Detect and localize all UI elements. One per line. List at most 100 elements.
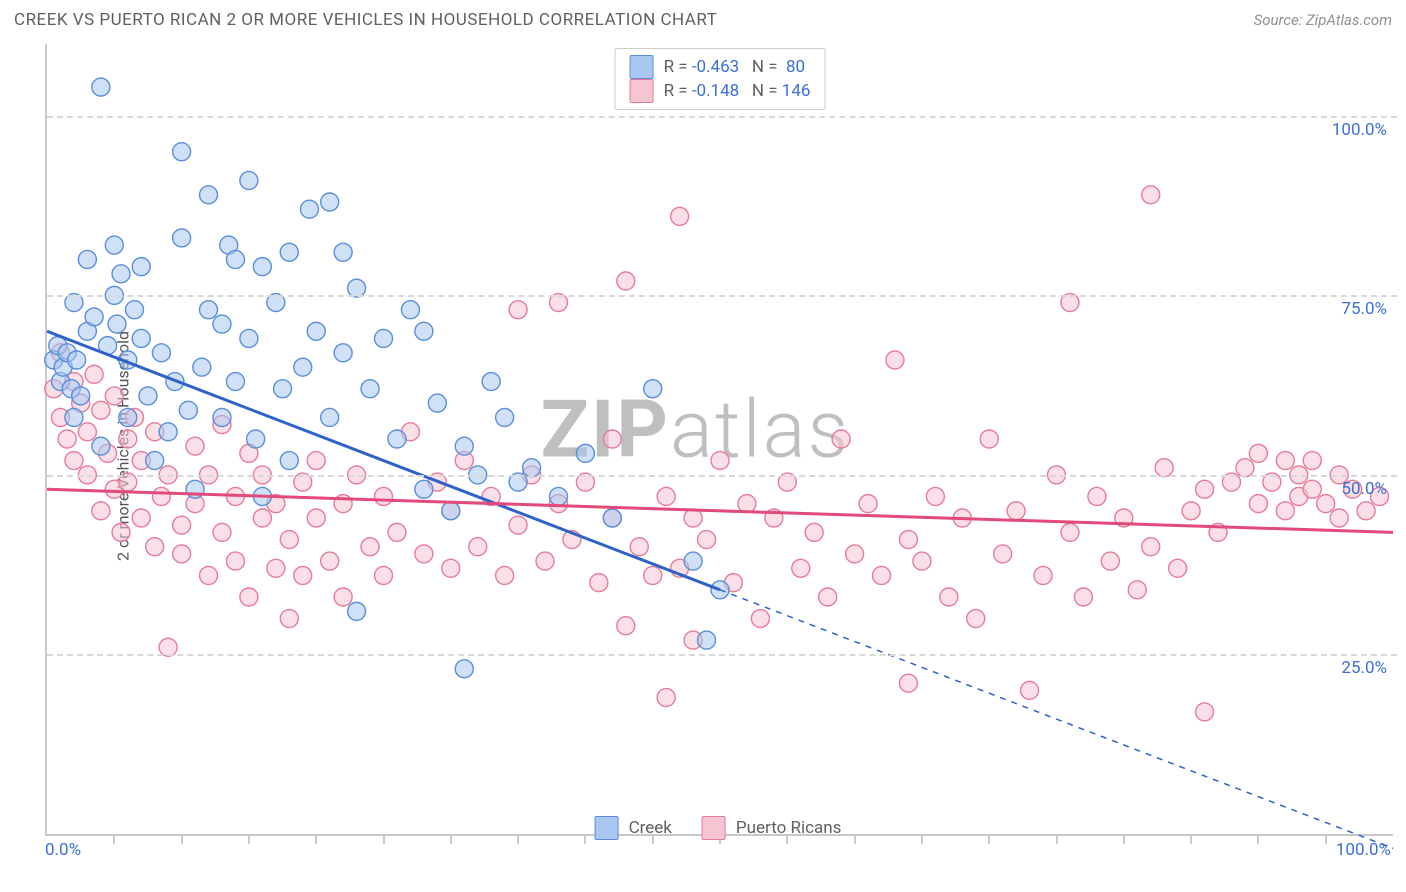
scatter-point-puerto_ricans: [509, 301, 527, 319]
scatter-point-creek: [415, 322, 433, 340]
scatter-point-puerto_ricans: [105, 387, 123, 405]
scatter-point-puerto_ricans: [899, 531, 917, 549]
scatter-point-creek: [549, 487, 567, 505]
scatter-point-puerto_ricans: [375, 566, 393, 584]
legend-stats-row: R = -0.463 N = 80: [630, 55, 811, 79]
scatter-point-puerto_ricans: [711, 452, 729, 470]
scatter-point-puerto_ricans: [509, 516, 527, 534]
scatter-point-puerto_ricans: [899, 674, 917, 692]
scatter-point-puerto_ricans: [112, 523, 130, 541]
scatter-point-creek: [213, 315, 231, 333]
scatter-point-puerto_ricans: [375, 487, 393, 505]
scatter-point-creek: [428, 394, 446, 412]
scatter-point-creek: [415, 480, 433, 498]
scatter-point-puerto_ricans: [1249, 444, 1267, 462]
scatter-point-puerto_ricans: [307, 452, 325, 470]
x-axis-label-min: 0.0%: [45, 840, 81, 860]
scatter-point-puerto_ricans: [980, 430, 998, 448]
scatter-point-creek: [139, 387, 157, 405]
legend-label-pr: Puerto Ricans: [736, 818, 842, 838]
scatter-point-puerto_ricans: [657, 487, 675, 505]
scatter-point-puerto_ricans: [1101, 552, 1119, 570]
scatter-point-puerto_ricans: [859, 495, 877, 513]
scatter-point-creek: [253, 258, 271, 276]
chart-source: Source: ZipAtlas.com: [1254, 11, 1392, 29]
scatter-point-creek: [92, 78, 110, 96]
scatter-point-puerto_ricans: [1007, 502, 1025, 520]
scatter-point-puerto_ricans: [751, 610, 769, 628]
scatter-point-creek: [85, 308, 103, 326]
scatter-point-creek: [496, 408, 514, 426]
scatter-point-puerto_ricans: [603, 430, 621, 448]
scatter-point-creek: [294, 358, 312, 376]
legend-swatch-pr: [702, 816, 726, 840]
scatter-point-puerto_ricans: [792, 559, 810, 577]
scatter-point-puerto_ricans: [1128, 581, 1146, 599]
scatter-point-creek: [213, 408, 231, 426]
scatter-point-puerto_ricans: [294, 566, 312, 584]
scatter-point-puerto_ricans: [630, 538, 648, 556]
scatter-point-puerto_ricans: [119, 430, 137, 448]
scatter-point-puerto_ricans: [469, 538, 487, 556]
scatter-point-puerto_ricans: [886, 351, 904, 369]
scatter-point-creek: [132, 329, 150, 347]
legend-item-creek: Creek: [595, 816, 672, 840]
scatter-point-creek: [361, 380, 379, 398]
scatter-point-creek: [307, 322, 325, 340]
scatter-point-creek: [152, 344, 170, 362]
scatter-point-creek: [125, 301, 143, 319]
scatter-point-creek: [92, 437, 110, 455]
chart-plot-area: ZIPatlas R = -0.463 N = 80 R = -0.148 N …: [45, 44, 1393, 836]
scatter-point-creek: [173, 229, 191, 247]
scatter-point-creek: [240, 171, 258, 189]
scatter-point-puerto_ricans: [617, 617, 635, 635]
scatter-point-puerto_ricans: [657, 689, 675, 707]
scatter-point-puerto_ricans: [226, 552, 244, 570]
scatter-point-puerto_ricans: [173, 516, 191, 534]
scatter-point-puerto_ricans: [1196, 480, 1214, 498]
scatter-point-puerto_ricans: [684, 509, 702, 527]
scatter-point-creek: [159, 423, 177, 441]
scatter-point-puerto_ricans: [590, 574, 608, 592]
scatter-point-creek: [280, 452, 298, 470]
scatter-point-puerto_ricans: [1303, 452, 1321, 470]
scatter-point-creek: [684, 552, 702, 570]
scatter-point-puerto_ricans: [1196, 703, 1214, 721]
scatter-point-puerto_ricans: [334, 588, 352, 606]
scatter-point-puerto_ricans: [65, 452, 83, 470]
scatter-point-creek: [274, 380, 292, 398]
scatter-point-puerto_ricans: [994, 545, 1012, 563]
legend-swatch-creek: [630, 55, 654, 79]
scatter-point-puerto_ricans: [1276, 452, 1294, 470]
scatter-point-creek: [455, 660, 473, 678]
legend-stats: R = -0.463 N = 80 R = -0.148 N = 146: [615, 48, 826, 110]
scatter-point-puerto_ricans: [200, 566, 218, 584]
scatter-point-creek: [455, 437, 473, 455]
scatter-point-puerto_ricans: [496, 566, 514, 584]
scatter-point-puerto_ricans: [132, 509, 150, 527]
scatter-point-creek: [200, 186, 218, 204]
scatter-point-puerto_ricans: [832, 430, 850, 448]
scatter-point-puerto_ricans: [307, 509, 325, 527]
scatter-point-creek: [576, 444, 594, 462]
scatter-point-creek: [247, 430, 265, 448]
scatter-point-creek: [226, 250, 244, 268]
scatter-point-creek: [375, 329, 393, 347]
scatter-point-puerto_ricans: [415, 545, 433, 563]
scatter-point-puerto_ricans: [1276, 502, 1294, 520]
scatter-point-puerto_ricans: [173, 545, 191, 563]
scatter-point-puerto_ricans: [1249, 495, 1267, 513]
scatter-point-puerto_ricans: [698, 531, 716, 549]
legend-series: Creek Puerto Ricans: [595, 816, 842, 840]
y-gridline-label: 50.0%: [1341, 479, 1387, 499]
scatter-point-puerto_ricans: [805, 523, 823, 541]
y-gridline-label: 25.0%: [1341, 658, 1387, 678]
scatter-point-puerto_ricans: [536, 552, 554, 570]
scatter-point-creek: [334, 344, 352, 362]
scatter-point-puerto_ricans: [442, 559, 460, 577]
scatter-point-creek: [173, 143, 191, 161]
scatter-point-puerto_ricans: [967, 610, 985, 628]
scatter-point-puerto_ricans: [321, 552, 339, 570]
scatter-point-creek: [401, 301, 419, 319]
scatter-point-puerto_ricans: [1088, 487, 1106, 505]
